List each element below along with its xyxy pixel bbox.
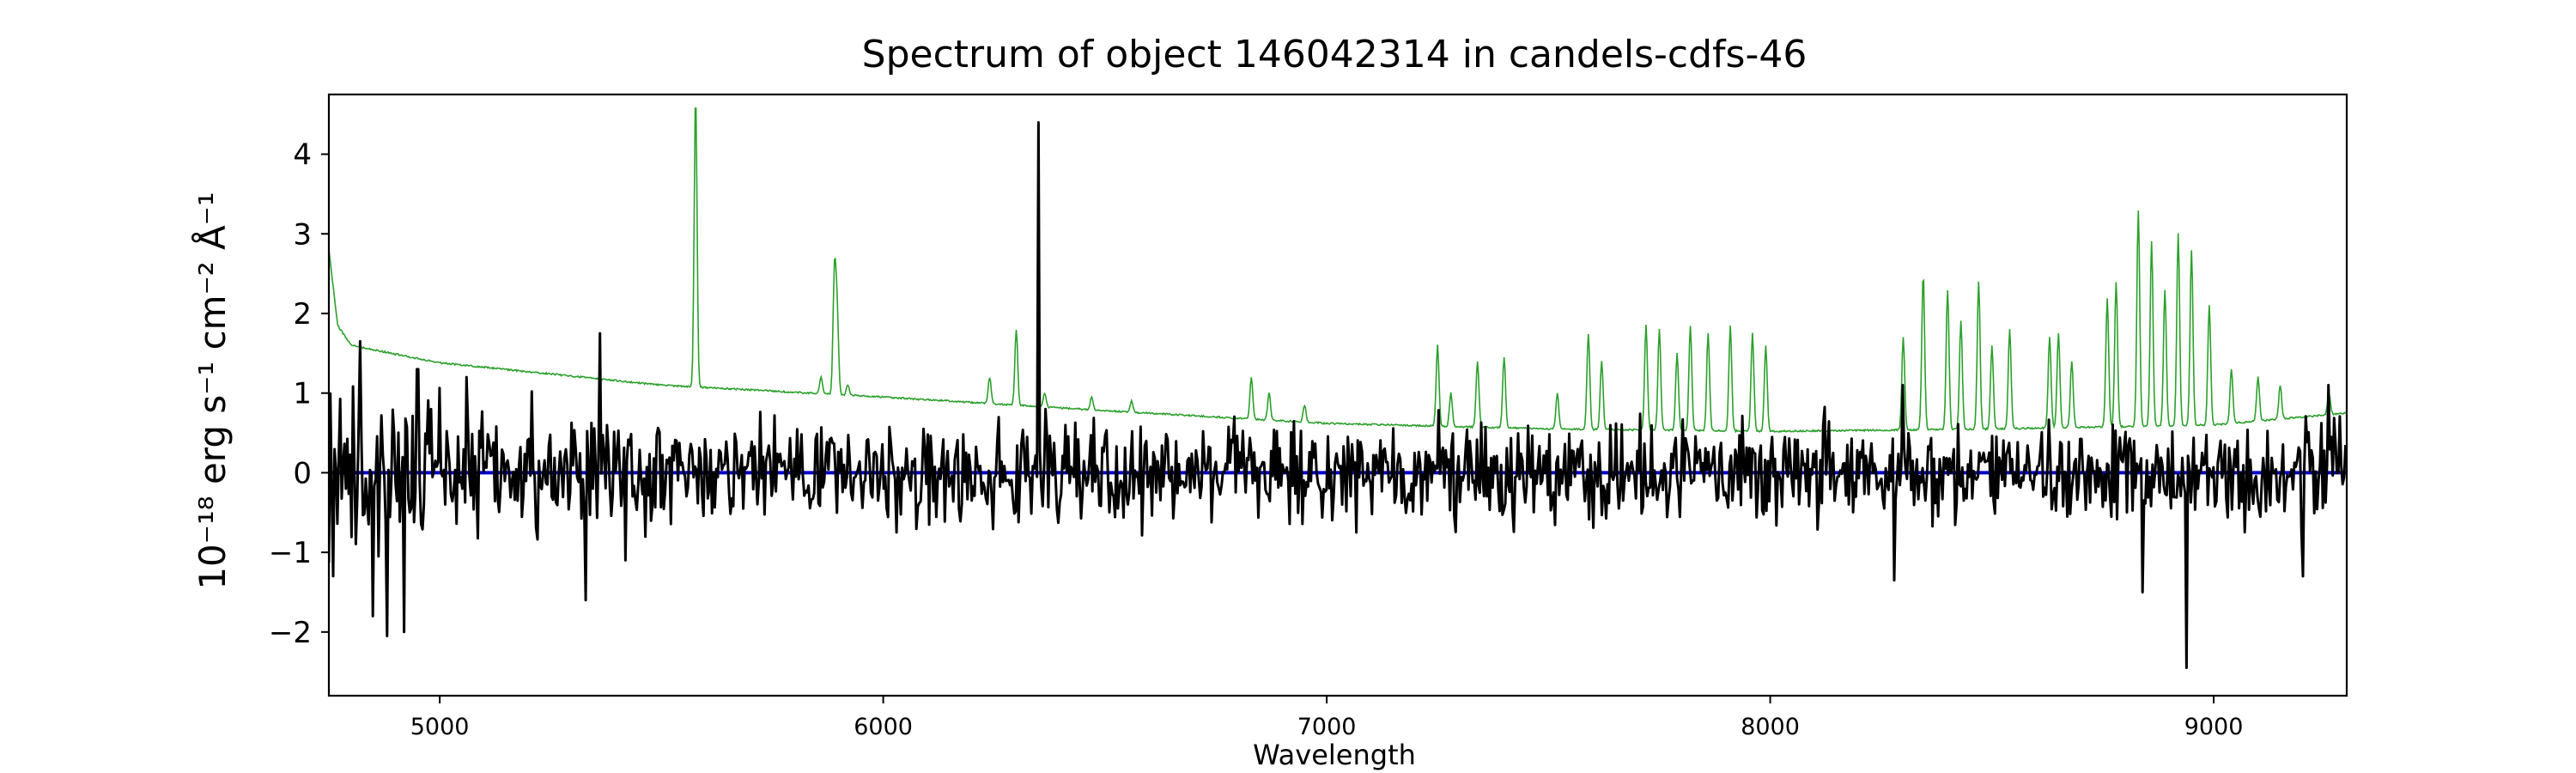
sky-spectrum-line: [329, 107, 2347, 434]
x-axis-label: Wavelength: [1253, 739, 1416, 771]
object-spectrum-line: [329, 121, 2347, 669]
y-axis-label: 10⁻¹⁸ erg s⁻¹ cm⁻² Å⁻¹: [191, 192, 234, 589]
y-tick-label: 4: [293, 138, 312, 173]
x-tick-label: 5000: [410, 714, 470, 740]
y-tick-label: 0: [293, 456, 312, 490]
plot-frame: [327, 93, 2348, 697]
y-tick-label: −1: [269, 536, 312, 570]
chart-title: Spectrum of object 146042314 in candels-…: [862, 33, 1807, 76]
y-tick-label: 1: [293, 377, 312, 411]
x-tick-label: 7000: [1297, 714, 1357, 740]
y-tick-label: 3: [293, 217, 312, 252]
x-tick-label: 9000: [2184, 714, 2244, 740]
x-tick-label: 8000: [1741, 714, 1800, 740]
series-group: [329, 107, 2347, 669]
y-tick-label: −2: [269, 616, 312, 650]
x-tick-label: 6000: [854, 714, 913, 740]
y-tick-label: 2: [293, 297, 312, 332]
plot-area: 5000 6000 7000 8000 9000 −2 −1 0 1 2 3 4: [269, 93, 2348, 740]
